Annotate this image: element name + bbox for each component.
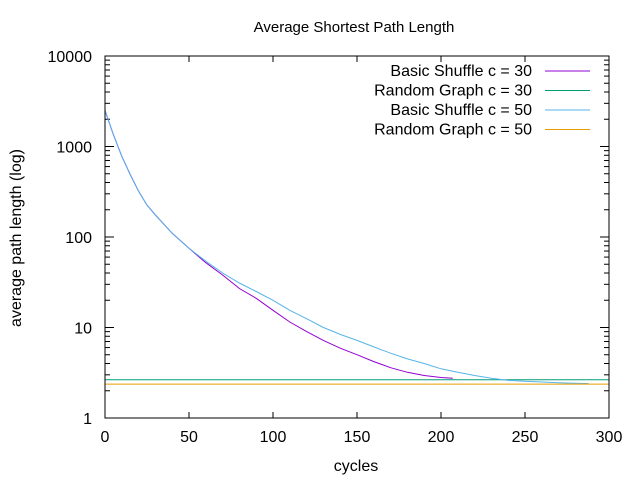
plot-frame <box>104 55 610 419</box>
legend-label-2: Random Graph c = 30 <box>374 83 532 100</box>
x-tick-label: 300 <box>596 429 623 446</box>
legend: Basic Shuffle c = 30 Random Graph c = 30 B… <box>374 63 590 139</box>
x-tick-label: 250 <box>512 429 539 446</box>
y-axis-label: average path length (log) <box>8 149 25 327</box>
x-tick-label: 200 <box>428 429 455 446</box>
y-tick-label: 10 <box>74 321 92 338</box>
chart-title: Average Shortest Path Length <box>254 19 455 36</box>
plot-area <box>104 110 609 385</box>
y-tick-label: 1 <box>83 411 92 428</box>
legend-label-4: Random Graph c = 50 <box>374 122 532 139</box>
x-tick-label: 150 <box>344 429 371 446</box>
x-tick-label: 50 <box>180 429 198 446</box>
axis-ticks: 0 50 100 150 200 250 300 1 10 100 1000 10000 <box>48 49 623 446</box>
legend-label-3: Basic Shuffle c = 50 <box>390 102 532 119</box>
series-line-1 <box>104 110 453 379</box>
y-tick-label: 1000 <box>56 140 92 157</box>
x-axis-label: cycles <box>334 458 378 475</box>
x-tick-label: 0 <box>101 429 110 446</box>
x-tick-label: 100 <box>260 429 287 446</box>
legend-label-1: Basic Shuffle c = 30 <box>390 63 532 80</box>
y-tick-label: 10000 <box>48 49 93 66</box>
series-line-3 <box>104 110 589 385</box>
y-tick-label: 100 <box>65 230 92 247</box>
